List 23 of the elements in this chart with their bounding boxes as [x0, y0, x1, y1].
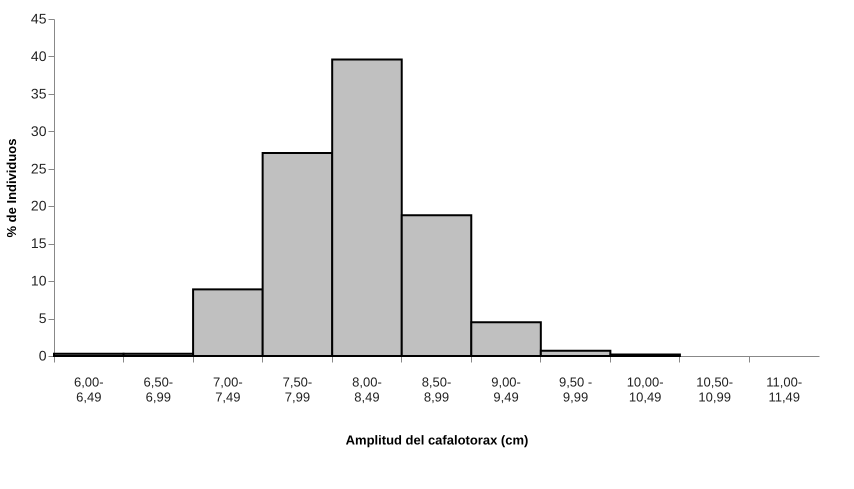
- y-tick-label: 40: [30, 48, 47, 64]
- y-tick-label: 20: [30, 198, 47, 214]
- y-tick-label: 45: [30, 10, 47, 26]
- y-axis-title: % de Individuos: [4, 138, 19, 238]
- x-tick-label: 6,50- 6,99: [144, 374, 174, 404]
- y-tick-label: 30: [30, 122, 47, 139]
- y-tick-label: 5: [38, 310, 47, 326]
- x-axis-title: Amplitud del cafalotorax (cm): [346, 432, 528, 448]
- x-tick-label: 7,00- 7,49: [213, 374, 243, 404]
- x-tick-label: 8,00- 8,49: [352, 374, 382, 404]
- x-tick-label: 10,00- 10,49: [626, 374, 664, 404]
- y-tick-label: 25: [30, 160, 47, 176]
- y-tick-label: 35: [30, 85, 47, 102]
- y-tick-label: 10: [30, 272, 47, 289]
- y-tick-label: 0: [38, 348, 47, 364]
- x-tick-label: 9,00- 9,49: [491, 374, 521, 404]
- x-tick-label: 9,50 - 9,99: [558, 374, 592, 404]
- x-tick-label: 8,50- 8,99: [422, 374, 452, 404]
- y-tick-label: 15: [30, 235, 47, 252]
- x-tick-label: 11,00- 11,49: [766, 374, 802, 404]
- x-tick-label: 6,00- 6,49: [74, 374, 104, 404]
- x-tick-label: 7,50- 7,99: [282, 374, 312, 404]
- x-tick-label: 10,50- 10,99: [696, 374, 734, 404]
